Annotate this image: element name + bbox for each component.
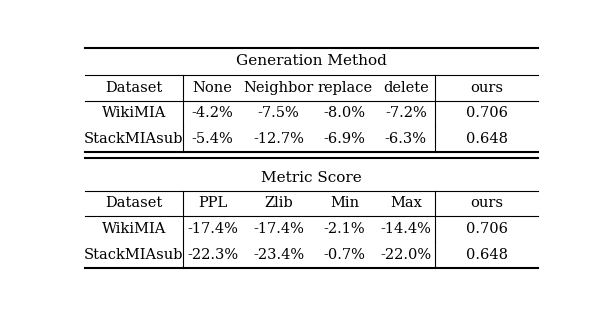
Text: Generation Method: Generation Method [236, 54, 387, 68]
Text: StackMIAsub: StackMIAsub [84, 132, 184, 146]
Text: -17.4%: -17.4% [187, 222, 238, 236]
Text: WikiMIA: WikiMIA [102, 222, 166, 236]
Text: -6.3%: -6.3% [385, 132, 427, 146]
Text: -5.4%: -5.4% [192, 132, 233, 146]
Text: delete: delete [383, 80, 429, 95]
Text: Min: Min [330, 196, 359, 210]
Text: -2.1%: -2.1% [324, 222, 365, 236]
Text: -12.7%: -12.7% [253, 132, 304, 146]
Text: None: None [193, 80, 233, 95]
Text: -0.7%: -0.7% [323, 248, 365, 262]
Text: -7.5%: -7.5% [258, 106, 300, 120]
Text: 0.648: 0.648 [466, 132, 508, 146]
Text: 0.706: 0.706 [466, 106, 508, 120]
Text: -14.4%: -14.4% [381, 222, 431, 236]
Text: ours: ours [471, 80, 503, 95]
Text: PPL: PPL [198, 196, 227, 210]
Text: Max: Max [390, 196, 422, 210]
Text: -23.4%: -23.4% [253, 248, 304, 262]
Text: -4.2%: -4.2% [192, 106, 233, 120]
Text: 0.648: 0.648 [466, 248, 508, 262]
Text: -7.2%: -7.2% [385, 106, 427, 120]
Text: 0.706: 0.706 [466, 222, 508, 236]
Text: Zlib: Zlib [264, 196, 293, 210]
Text: -6.9%: -6.9% [323, 132, 365, 146]
Text: replace: replace [317, 80, 372, 95]
Text: -22.0%: -22.0% [380, 248, 432, 262]
Text: Dataset: Dataset [105, 196, 162, 210]
Text: Neighbor: Neighbor [243, 80, 314, 95]
Text: -17.4%: -17.4% [253, 222, 304, 236]
Text: -22.3%: -22.3% [187, 248, 238, 262]
Text: WikiMIA: WikiMIA [102, 106, 166, 120]
Text: -8.0%: -8.0% [323, 106, 365, 120]
Text: ours: ours [471, 196, 503, 210]
Text: Metric Score: Metric Score [261, 171, 362, 185]
Text: Dataset: Dataset [105, 80, 162, 95]
Text: StackMIAsub: StackMIAsub [84, 248, 184, 262]
